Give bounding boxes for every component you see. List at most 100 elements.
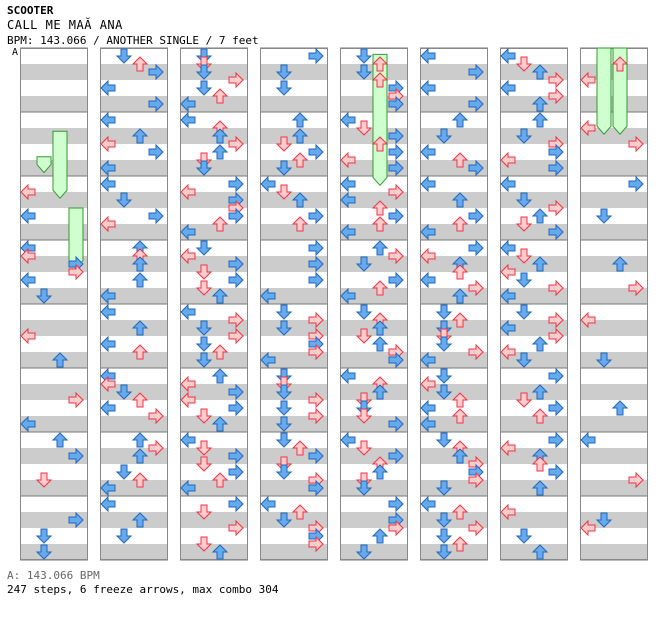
note-arrow-down [355, 48, 373, 64]
beat-stripe [340, 192, 408, 208]
beat-stripe [500, 272, 568, 288]
beat-stripe [260, 96, 328, 112]
beat-stripe [500, 464, 568, 480]
note-arrow-left [20, 247, 36, 265]
note-arrow-right [548, 159, 564, 177]
beat-stripe [100, 352, 168, 368]
note-arrow-up [451, 264, 469, 280]
beat-stripe [500, 160, 568, 176]
note-arrow-up [371, 72, 389, 88]
note-arrow-down [355, 440, 373, 456]
beat-stripe [500, 288, 568, 304]
note-arrow-right [548, 367, 564, 385]
note-arrow-up [211, 472, 229, 488]
note-arrow-right [468, 207, 484, 225]
beat-stripe [100, 416, 168, 432]
note-arrow-right [228, 495, 244, 513]
beat-stripe [580, 288, 648, 304]
beat-stripe [180, 448, 248, 464]
note-arrow-up [131, 344, 149, 360]
beat-stripe [20, 368, 88, 384]
chart-column-2 [100, 47, 168, 561]
note-arrow-down [115, 192, 133, 208]
note-arrow-right [308, 239, 324, 257]
note-arrow-up [531, 64, 549, 80]
note-arrow-up [131, 432, 149, 448]
note-arrow-left [420, 399, 436, 417]
note-arrow-right [68, 447, 84, 465]
beat-stripe [180, 400, 248, 416]
beat-stripe [340, 256, 408, 272]
note-arrow-right [468, 239, 484, 257]
beat-stripe [340, 544, 408, 560]
beat-stripe [340, 496, 408, 512]
note-arrow-down [195, 456, 213, 472]
note-arrow-down [435, 384, 453, 400]
note-arrow-left [100, 79, 116, 97]
beat-stripe [580, 176, 648, 192]
note-arrow-up [291, 112, 309, 128]
note-arrow-up [451, 504, 469, 520]
note-arrow-down [35, 528, 53, 544]
beat-stripe [500, 240, 568, 256]
note-arrow-left [500, 175, 516, 193]
note-arrow-down [595, 352, 613, 368]
note-arrow-right [308, 311, 324, 329]
beat-stripe [180, 48, 248, 64]
beat-stripe [180, 480, 248, 496]
note-arrow-left [580, 519, 596, 537]
note-arrow-right [548, 399, 564, 417]
note-arrow-down [355, 328, 373, 344]
beat-stripe [580, 448, 648, 464]
note-arrow-down [355, 304, 373, 320]
beat-stripe [580, 496, 648, 512]
beat-stripe [100, 368, 168, 384]
beat-stripe [260, 320, 328, 336]
beat-stripe [20, 400, 88, 416]
note-arrow-up [371, 136, 389, 152]
note-arrow-right [388, 183, 404, 201]
beat-stripe [580, 160, 648, 176]
beat-stripe [420, 128, 488, 144]
beat-stripe [180, 176, 248, 192]
note-arrow-left [100, 159, 116, 177]
note-arrow-left [20, 183, 36, 201]
beat-stripe [100, 208, 168, 224]
note-arrow-right [228, 175, 244, 193]
note-arrow-up [211, 368, 229, 384]
beat-stripe [180, 192, 248, 208]
beat-stripe [100, 144, 168, 160]
column-frame [180, 48, 248, 560]
beat-stripe [420, 400, 488, 416]
beat-stripe [340, 352, 408, 368]
beat-stripe [100, 384, 168, 400]
note-arrow-down [195, 320, 213, 336]
column-frame [20, 48, 88, 560]
beat-stripe [580, 208, 648, 224]
note-arrow-up [51, 352, 69, 368]
beat-stripe [260, 80, 328, 96]
beat-stripe [580, 544, 648, 560]
note-arrow-right [148, 143, 164, 161]
artist-name: SCOOTER [7, 4, 54, 17]
beat-stripe [420, 352, 488, 368]
note-arrow-up [451, 408, 469, 424]
note-arrow-right [228, 399, 244, 417]
beat-stripe [20, 48, 88, 64]
beat-stripe [180, 512, 248, 528]
note-arrow-up [211, 288, 229, 304]
beat-stripe [500, 496, 568, 512]
note-arrow-down [275, 384, 293, 400]
beat-stripe [580, 384, 648, 400]
note-arrow-up [531, 96, 549, 112]
note-arrow-left [420, 79, 436, 97]
note-arrow-up [131, 272, 149, 288]
note-arrow-right [468, 95, 484, 113]
beat-stripe [260, 48, 328, 64]
beat-stripe [420, 224, 488, 240]
beat-stripe [180, 80, 248, 96]
column-frame [260, 48, 328, 560]
beat-stripe [500, 416, 568, 432]
beat-stripe [580, 304, 648, 320]
note-arrow-down [195, 440, 213, 456]
